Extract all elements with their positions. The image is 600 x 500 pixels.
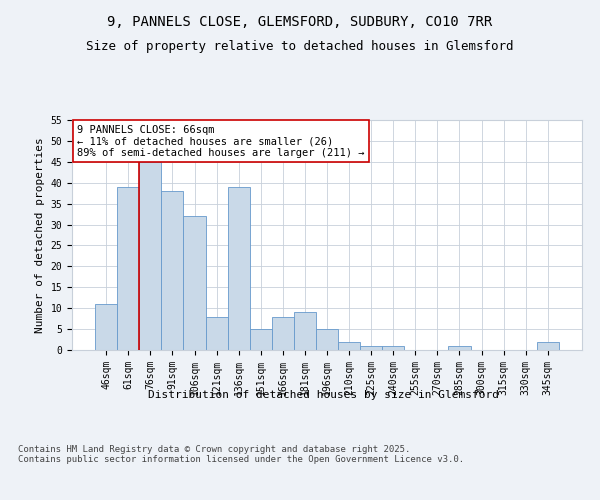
Bar [382,346,404,350]
Y-axis label: Number of detached properties: Number of detached properties [35,137,45,333]
Bar [184,216,206,350]
Bar [316,329,338,350]
Bar [360,346,382,350]
Bar [338,342,360,350]
Bar [206,316,227,350]
Text: 9, PANNELS CLOSE, GLEMSFORD, SUDBURY, CO10 7RR: 9, PANNELS CLOSE, GLEMSFORD, SUDBURY, CO… [107,15,493,29]
Bar [227,187,250,350]
Bar [117,187,139,350]
Bar [294,312,316,350]
Bar [448,346,470,350]
Text: 9 PANNELS CLOSE: 66sqm
← 11% of detached houses are smaller (26)
89% of semi-det: 9 PANNELS CLOSE: 66sqm ← 11% of detached… [77,124,365,158]
Bar [161,191,184,350]
Bar [250,329,272,350]
Bar [272,316,294,350]
Bar [139,162,161,350]
Bar [95,304,117,350]
Text: Contains HM Land Registry data © Crown copyright and database right 2025.
Contai: Contains HM Land Registry data © Crown c… [18,445,464,464]
Text: Distribution of detached houses by size in Glemsford: Distribution of detached houses by size … [149,390,499,400]
Text: Size of property relative to detached houses in Glemsford: Size of property relative to detached ho… [86,40,514,53]
Bar [537,342,559,350]
